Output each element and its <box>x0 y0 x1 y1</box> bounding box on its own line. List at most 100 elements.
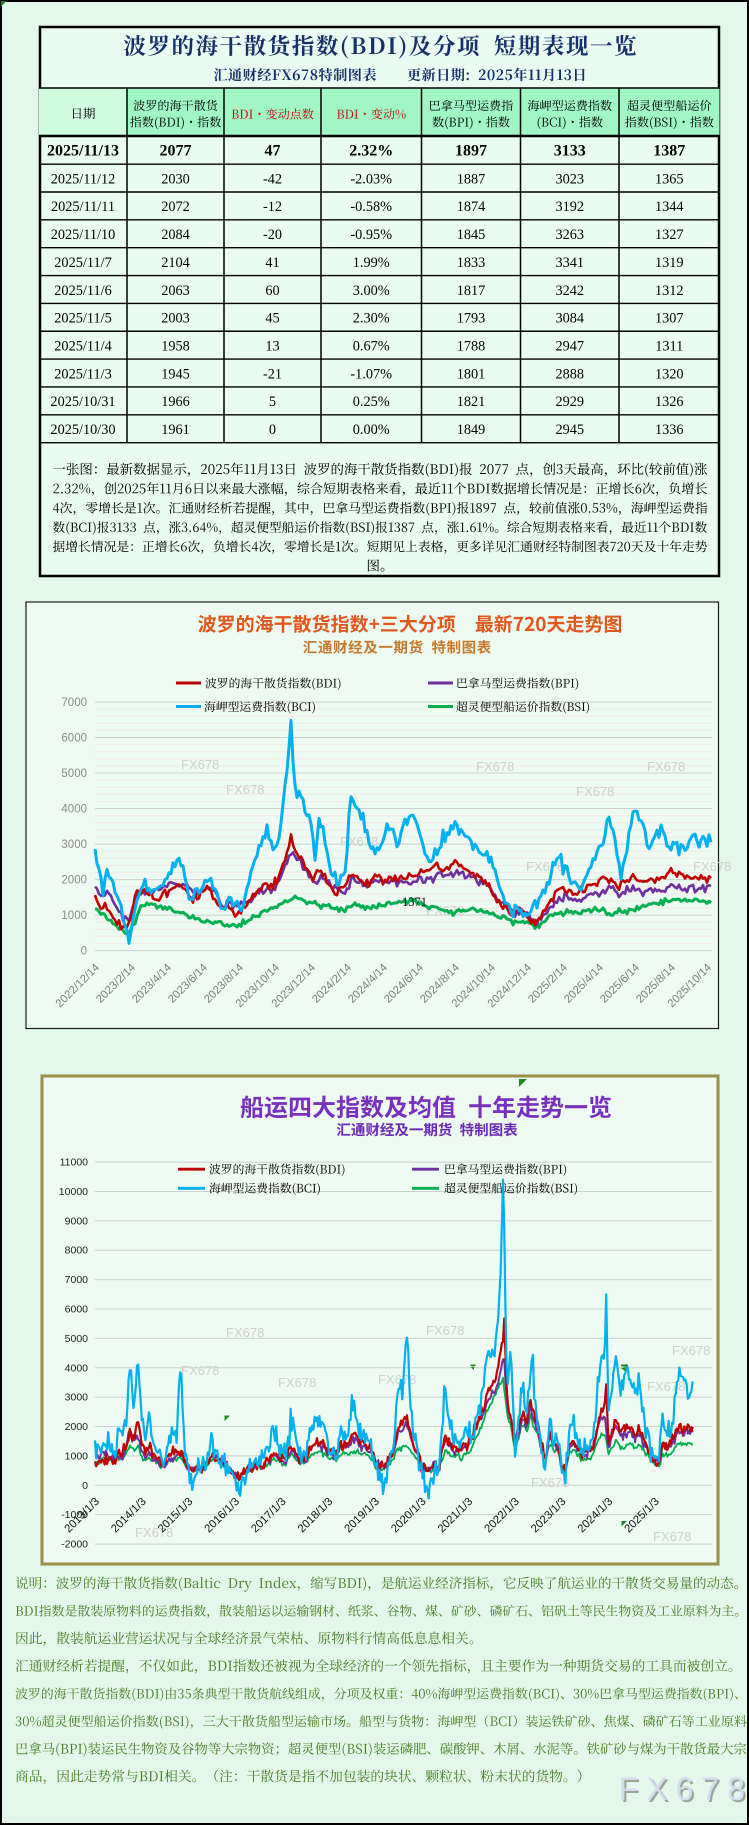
svg-text:FX678: FX678 <box>226 1325 264 1340</box>
svg-text:FX678: FX678 <box>647 759 685 774</box>
svg-text:1887: 1887 <box>457 171 486 187</box>
svg-text:1849: 1849 <box>457 422 486 438</box>
svg-text:1327: 1327 <box>655 227 684 243</box>
svg-text:2.32%: 2.32% <box>349 143 393 160</box>
svg-text:FX678: FX678 <box>181 1363 219 1378</box>
svg-text:FX678: FX678 <box>621 1773 749 1809</box>
svg-text:FX678: FX678 <box>647 1379 685 1394</box>
svg-text:3000: 3000 <box>61 839 87 851</box>
svg-text:3133: 3133 <box>554 143 586 160</box>
svg-text:2104: 2104 <box>161 255 190 271</box>
svg-text:-0.95%: -0.95% <box>350 227 392 243</box>
svg-text:8000: 8000 <box>65 1245 89 1257</box>
svg-text:FX678: FX678 <box>226 782 264 797</box>
svg-text:2030: 2030 <box>161 171 190 187</box>
svg-text:1000: 1000 <box>65 1450 89 1462</box>
svg-text:2025/11/11: 2025/11/11 <box>51 199 115 215</box>
svg-text:2888: 2888 <box>555 366 584 382</box>
svg-text:FX678: FX678 <box>531 1475 569 1490</box>
svg-text:1897: 1897 <box>455 143 487 160</box>
svg-text:FX678: FX678 <box>426 1323 464 1338</box>
svg-text:1833: 1833 <box>457 255 486 271</box>
svg-text:FX678: FX678 <box>476 759 514 774</box>
svg-text:2000: 2000 <box>61 875 87 887</box>
svg-text:FX678: FX678 <box>526 859 564 874</box>
svg-text:1874: 1874 <box>457 199 486 215</box>
svg-text:2025/11/7: 2025/11/7 <box>54 255 111 271</box>
svg-text:1821: 1821 <box>457 394 486 410</box>
svg-text:1365: 1365 <box>655 171 684 187</box>
svg-text:FX678: FX678 <box>181 757 219 772</box>
svg-text:1845: 1845 <box>457 227 486 243</box>
svg-text:2072: 2072 <box>161 199 190 215</box>
svg-text:-20: -20 <box>263 227 282 243</box>
svg-text:FX678: FX678 <box>619 1771 749 1807</box>
svg-text:60: 60 <box>265 283 279 299</box>
svg-text:3242: 3242 <box>555 283 584 299</box>
svg-text:2945: 2945 <box>555 422 584 438</box>
svg-text:4000: 4000 <box>65 1362 89 1374</box>
svg-text:2025/11/10: 2025/11/10 <box>51 227 116 243</box>
svg-text:2025/11/5: 2025/11/5 <box>54 311 111 327</box>
svg-text:1344: 1344 <box>655 199 684 215</box>
svg-text:-2.03%: -2.03% <box>350 171 392 187</box>
svg-text:FX678: FX678 <box>653 1529 691 1544</box>
svg-text:2.30%: 2.30% <box>353 311 390 327</box>
svg-text:2077: 2077 <box>160 143 192 160</box>
svg-text:2929: 2929 <box>555 394 584 410</box>
svg-text:-0.58%: -0.58% <box>350 199 392 215</box>
svg-text:1961: 1961 <box>161 422 190 438</box>
svg-text:2025/10/30: 2025/10/30 <box>50 422 115 438</box>
svg-text:7000: 7000 <box>65 1274 89 1286</box>
svg-text:0: 0 <box>81 946 87 958</box>
svg-text:3084: 3084 <box>555 311 584 327</box>
svg-text:-12: -12 <box>263 199 282 215</box>
svg-text:1336: 1336 <box>655 422 684 438</box>
svg-text:3000: 3000 <box>65 1392 89 1404</box>
svg-text:1966: 1966 <box>161 394 190 410</box>
svg-text:1387: 1387 <box>653 143 685 160</box>
svg-text:7000: 7000 <box>61 697 87 709</box>
svg-text:1307: 1307 <box>655 311 684 327</box>
svg-text:45: 45 <box>265 311 279 327</box>
svg-text:6000: 6000 <box>61 733 87 745</box>
svg-text:1000: 1000 <box>61 910 87 922</box>
svg-text:1311: 1311 <box>655 338 683 354</box>
svg-text:2025/11/13: 2025/11/13 <box>47 143 119 160</box>
svg-text:FX678: FX678 <box>576 784 614 799</box>
svg-text:2084: 2084 <box>161 227 190 243</box>
svg-text:1.99%: 1.99% <box>353 255 390 271</box>
svg-text:1312: 1312 <box>655 283 684 299</box>
svg-text:11000: 11000 <box>60 1157 89 1169</box>
svg-text:2003: 2003 <box>161 311 190 327</box>
svg-text:FX678: FX678 <box>278 1375 316 1390</box>
svg-text:5: 5 <box>269 394 276 410</box>
svg-text:-42: -42 <box>263 171 282 187</box>
svg-text:2025/11/12: 2025/11/12 <box>51 171 116 187</box>
svg-text:FX678: FX678 <box>672 1343 710 1358</box>
svg-text:4000: 4000 <box>61 804 87 816</box>
svg-text:0.25%: 0.25% <box>353 394 390 410</box>
svg-text:6000: 6000 <box>65 1303 89 1315</box>
svg-text:2025/11/3: 2025/11/3 <box>54 366 111 382</box>
svg-text:FX678: FX678 <box>693 859 731 874</box>
svg-text:1817: 1817 <box>457 283 486 299</box>
svg-text:3341: 3341 <box>555 255 584 271</box>
svg-text:1945: 1945 <box>161 366 190 382</box>
svg-text:3.00%: 3.00% <box>353 283 390 299</box>
svg-text:1958: 1958 <box>161 338 190 354</box>
svg-text:5000: 5000 <box>65 1333 89 1345</box>
svg-text:2025/10/31: 2025/10/31 <box>50 394 115 410</box>
svg-text:2947: 2947 <box>555 338 584 354</box>
svg-text:0.67%: 0.67% <box>353 338 390 354</box>
svg-text:5000: 5000 <box>61 768 87 780</box>
svg-text:41: 41 <box>265 255 279 271</box>
svg-text:1320: 1320 <box>655 366 684 382</box>
svg-text:2063: 2063 <box>161 283 190 299</box>
svg-text:0.00%: 0.00% <box>353 422 390 438</box>
svg-text:9000: 9000 <box>65 1215 89 1227</box>
svg-text:1788: 1788 <box>457 338 486 354</box>
svg-text:3192: 3192 <box>555 199 584 215</box>
svg-text:-21: -21 <box>263 366 282 382</box>
svg-text:FX678: FX678 <box>135 1525 173 1540</box>
